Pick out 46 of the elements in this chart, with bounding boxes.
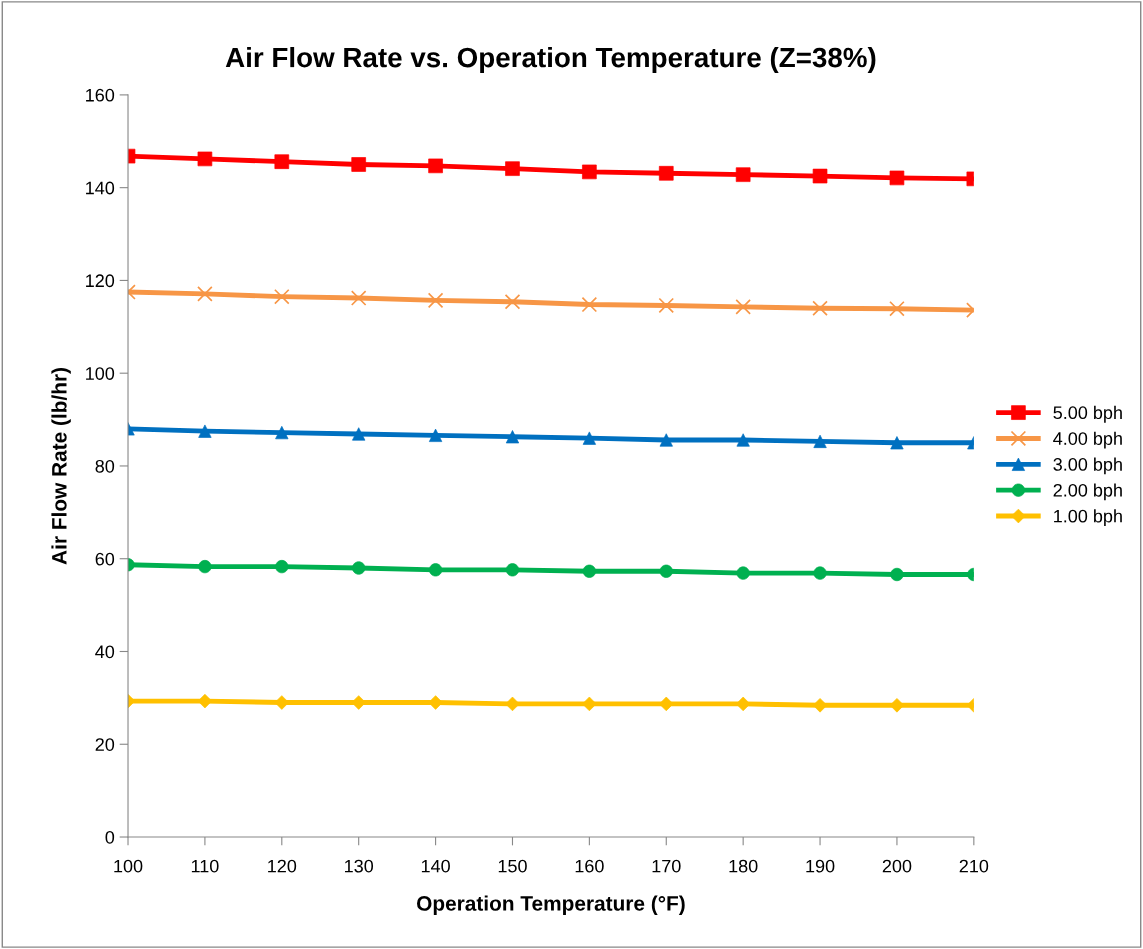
point <box>428 158 443 174</box>
point <box>197 286 213 302</box>
x-axis-title: Operation Temperature (°F) <box>417 895 685 915</box>
x-tick-label: 120 <box>268 859 297 873</box>
point <box>813 434 827 448</box>
legend-label: 3.00 bph <box>1053 457 1122 475</box>
y-axis-title: Air Flow Rate (lb/hr) <box>51 368 71 565</box>
y-tick-label: 40 <box>95 645 115 659</box>
point <box>889 698 905 713</box>
y-tick-label: 80 <box>95 459 115 473</box>
legend-label: 4.00 bph <box>1053 431 1122 449</box>
point <box>274 154 290 169</box>
y-tick-label: 120 <box>86 274 115 288</box>
x-tick-label: 130 <box>345 859 374 873</box>
point <box>274 288 290 305</box>
point <box>504 293 521 310</box>
point <box>582 164 597 180</box>
point <box>812 300 828 317</box>
point <box>735 299 751 315</box>
legend-label: 1.00 bph <box>1054 509 1122 527</box>
point <box>427 292 444 309</box>
point <box>582 696 597 712</box>
x-tick-label: 110 <box>191 859 219 873</box>
legend-label: 2.00 bph <box>1053 483 1122 501</box>
point <box>505 696 520 712</box>
y-tick-label: 160 <box>86 88 115 102</box>
point <box>350 290 367 306</box>
x-tick-label: 140 <box>421 859 450 873</box>
x-tick-label: 190 <box>806 859 835 873</box>
y-tick-label: 60 <box>95 552 115 566</box>
legend-label: 5.00 bph <box>1053 405 1122 423</box>
x-tick-label: 180 <box>729 859 758 873</box>
y-tick-label: 100 <box>86 367 115 380</box>
point <box>658 297 675 314</box>
point <box>581 296 598 313</box>
y-tick-label: 0 <box>105 830 115 844</box>
x-tick-label: 170 <box>652 859 681 873</box>
x-tick-label: 210 <box>959 859 989 873</box>
x-tick-label: 150 <box>498 859 527 873</box>
y-tick-label: 20 <box>95 738 115 751</box>
x-tick-label: 200 <box>882 859 912 873</box>
y-tick-label: 140 <box>86 181 115 195</box>
point <box>889 300 905 317</box>
chart-title: Air Flow Rate vs. Operation Temperature (Z=38%) <box>225 46 876 73</box>
x-tick-label: 100 <box>114 859 143 873</box>
x-tick-label: 160 <box>575 859 604 873</box>
